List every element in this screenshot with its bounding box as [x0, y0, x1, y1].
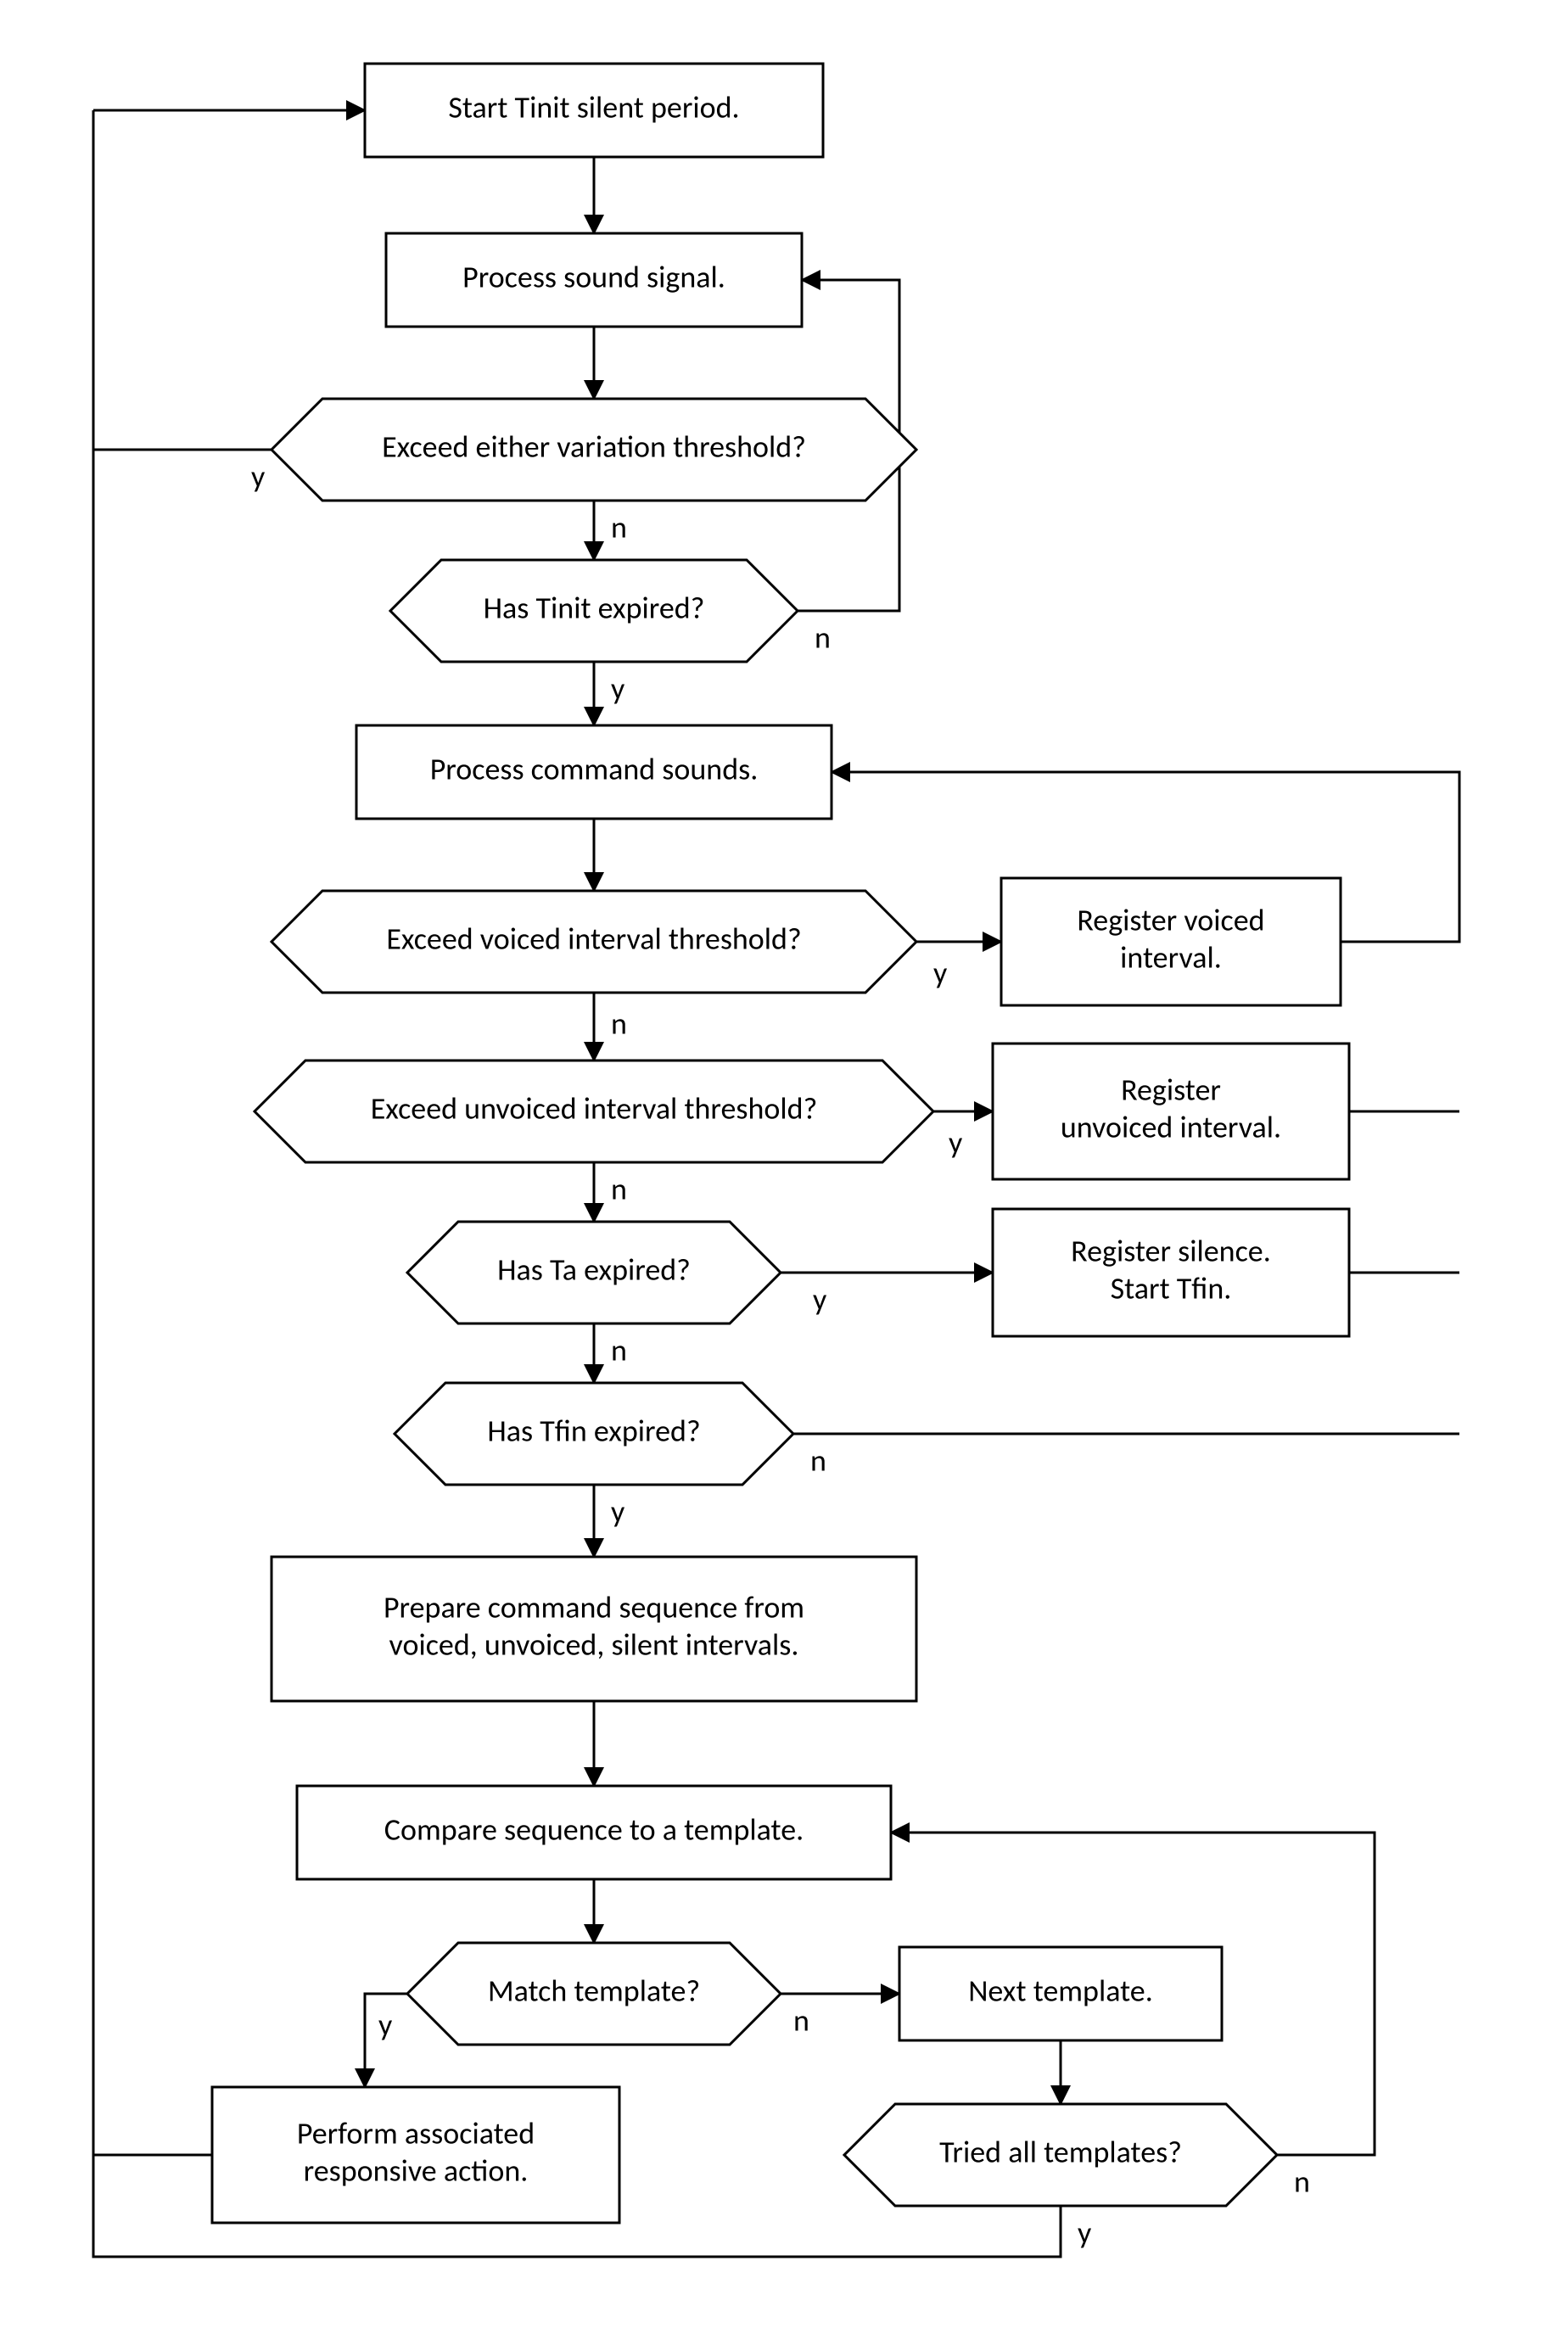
edge-label-e_n3_n4: n [611, 509, 627, 546]
node-label-n4-0: Has Tinit expired? [484, 590, 705, 627]
node-n1: Start Tinit silent period. [365, 64, 823, 157]
edge-label-e_n15_n16: n [793, 2002, 809, 2040]
node-label-n17-0: Tried all templates? [939, 2134, 1182, 2171]
node-n13: Prepare command sequence fromvoiced, unv… [272, 1557, 916, 1701]
node-n6: Exceed voiced interval threshold? [272, 891, 916, 993]
node-label-n8-0: Exceed unvoiced interval threshold? [371, 1090, 818, 1128]
node-n3: Exceed either variation threshold? [272, 399, 916, 501]
node-label-n11-0: Register silence. [1071, 1233, 1271, 1270]
node-label-n12-0: Has Tfin expired? [487, 1413, 700, 1450]
node-label-n2-0: Process sound signal. [462, 259, 725, 296]
edge-label-e_n10_n12: n [611, 1332, 627, 1369]
edge-label-e_n12_n: n [810, 1442, 826, 1480]
node-label-n3-0: Exceed either variation threshold? [382, 428, 806, 466]
edge-label-e_n6_n8: n [611, 1005, 627, 1043]
node-label-n16-0: Next template. [968, 1973, 1153, 2010]
edge-label-e_n12_n13: y [611, 1493, 625, 1531]
node-n15: Match template? [407, 1943, 781, 2045]
node-label-n5-0: Process command sounds. [430, 751, 759, 788]
node-label-n10-0: Has Ta expired? [497, 1251, 691, 1289]
node-n16: Next template. [899, 1947, 1222, 2040]
node-n14: Compare sequence to a template. [297, 1786, 891, 1879]
edge-label-e_n4_n5: y [611, 670, 625, 708]
node-n10: Has Ta expired? [407, 1222, 781, 1323]
node-label-n6-0: Exceed voiced interval threshold? [386, 921, 801, 958]
node-n12: Has Tfin expired? [395, 1383, 793, 1485]
node-label-n1-0: Start Tinit silent period. [448, 89, 739, 126]
node-n17: Tried all templates? [844, 2104, 1277, 2206]
node-label-n18-0: Perform associated [297, 2115, 535, 2152]
node-label-n9-0: Register [1121, 1072, 1221, 1109]
edge-label-e_n6_y: y [933, 954, 948, 992]
node-n2: Process sound signal. [386, 233, 802, 327]
node-label-n13-1: voiced, unvoiced, silent intervals. [389, 1626, 799, 1664]
node-n9: Registerunvoiced interval. [993, 1044, 1349, 1179]
edge-label-e_n8_y: y [949, 1124, 963, 1161]
node-label-n15-0: Match template? [488, 1973, 700, 2010]
node-label-n9-1: unvoiced interval. [1061, 1109, 1281, 1146]
edge-label-e_n10_y: y [813, 1281, 827, 1318]
node-n8: Exceed unvoiced interval threshold? [255, 1060, 933, 1162]
node-n7: Register voicedinterval. [1001, 878, 1341, 1005]
node-label-n7-1: interval. [1120, 939, 1222, 977]
node-label-n11-1: Start Tfin. [1111, 1270, 1232, 1307]
node-label-n13-0: Prepare command sequence from [384, 1589, 804, 1626]
edge-label-e_n15_y: y [378, 2006, 393, 2044]
edge-label-e_n17_n: n [1294, 2163, 1310, 2201]
edge-label-e_n17_y: y [1078, 2214, 1092, 2252]
node-n4: Has Tinit expired? [390, 560, 798, 662]
node-n11: Register silence.Start Tfin. [993, 1209, 1349, 1336]
node-label-n14-0: Compare sequence to a template. [384, 1811, 804, 1849]
node-label-n7-0: Register voiced [1077, 902, 1264, 939]
edge-label-e_n8_n10: n [611, 1171, 627, 1208]
edge-label-e_n3_y: y [251, 458, 266, 495]
flowchart-canvas: n y y n n y n y n y y n n y n y Start Tinit silent perio… [0, 0, 1568, 2328]
node-n18: Perform associatedresponsive action. [212, 2087, 619, 2223]
edge-label-e_n4_n: n [815, 619, 831, 657]
node-label-n18-1: responsive action. [304, 2152, 529, 2190]
edge-e_n3_y [93, 110, 272, 450]
node-n5: Process command sounds. [356, 725, 832, 819]
